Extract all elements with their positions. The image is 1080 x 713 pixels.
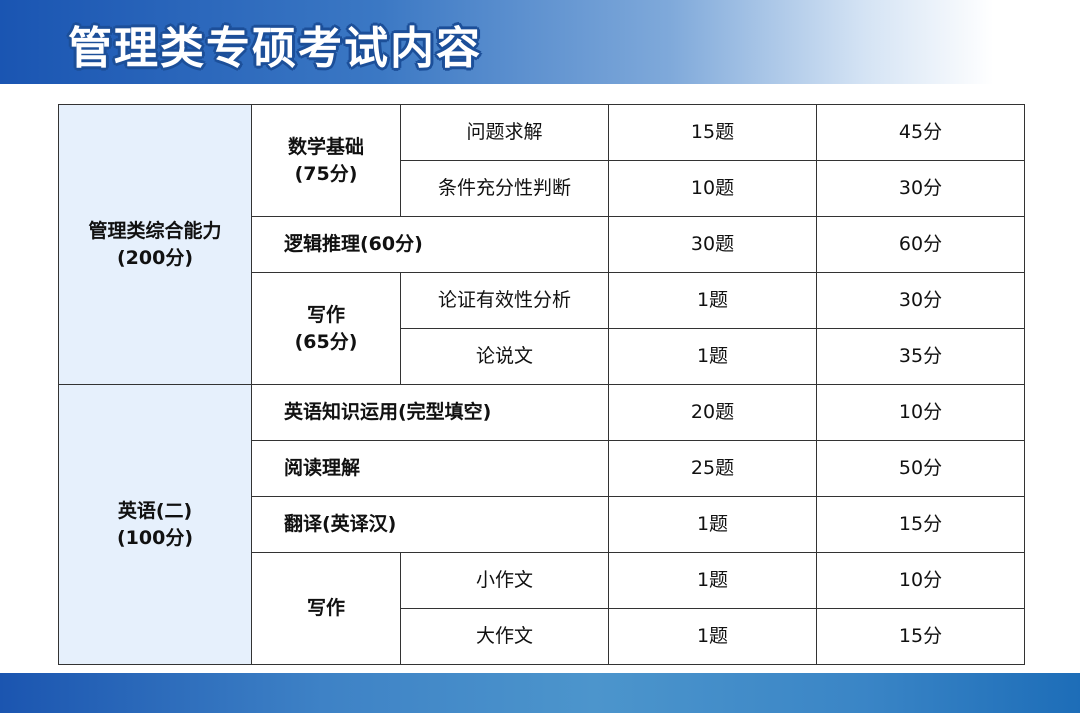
points-cell: 10分 [816, 384, 1025, 441]
table-row: 英语(二) (100分) 英语知识运用(完型填空) 20题 10分 [58, 384, 1025, 665]
count-cell: 1题 [608, 552, 817, 609]
points-cell: 30分 [816, 160, 1025, 217]
points-cell: 50分 [816, 440, 1025, 497]
group-cell: 写作 [251, 552, 401, 665]
count-cell: 1题 [608, 608, 817, 665]
table-row: 逻辑推理(60分) 30题 60分 [59, 216, 1025, 273]
item-cell: 小作文 [400, 552, 609, 609]
points-cell: 15分 [816, 608, 1025, 665]
group-cell: 翻译(英译汉) [251, 496, 609, 553]
header-banner: 管理类专硕考试内容 [0, 0, 1080, 84]
item-cell: 条件充分性判断 [400, 160, 609, 217]
footer-band [0, 673, 1080, 713]
count-cell: 1题 [608, 272, 817, 329]
table-row: 条件充分性判断 10题 30分 [59, 160, 1025, 217]
points-cell: 45分 [816, 104, 1025, 161]
group-cell: 数学基础 (75分) [251, 104, 401, 217]
count-cell: 30题 [608, 216, 817, 273]
exam-content-table: 管理类综合能力 (200分) 数学基础 (75分) 问题求解 15题 45分 条件充… [58, 104, 1025, 665]
count-cell: 1题 [608, 328, 817, 385]
page-title: 管理类专硕考试内容 [68, 23, 482, 74]
group-cell: 英语知识运用(完型填空) [251, 384, 609, 441]
item-cell: 论说文 [400, 328, 609, 385]
table-row: 写作 小作文 1题 10分 [59, 552, 1025, 665]
points-cell: 15分 [816, 496, 1025, 553]
points-cell: 30分 [816, 272, 1025, 329]
count-cell: 1题 [608, 496, 817, 553]
table-row: 翻译(英译汉) 1题 15分 [59, 496, 1025, 553]
table-row: 管理类综合能力 (200分) 数学基础 (75分) 问题求解 15题 45分 [58, 104, 1025, 385]
count-cell: 15题 [608, 104, 817, 161]
points-cell: 10分 [816, 552, 1025, 609]
points-cell: 35分 [816, 328, 1025, 385]
group-cell: 逻辑推理(60分) [251, 216, 609, 273]
item-cell: 论证有效性分析 [400, 272, 609, 329]
item-cell: 问题求解 [400, 104, 609, 161]
count-cell: 20题 [608, 384, 817, 441]
group-cell: 写作 (65分) [251, 272, 401, 385]
table-row: 阅读理解 25题 50分 [59, 440, 1025, 497]
section-cell: 英语(二) (100分) [58, 384, 252, 665]
section-cell: 管理类综合能力 (200分) [58, 104, 252, 385]
points-cell: 60分 [816, 216, 1025, 273]
count-cell: 10题 [608, 160, 817, 217]
item-cell: 大作文 [400, 608, 609, 665]
table-row: 大作文 1题 15分 [59, 608, 1025, 665]
group-cell: 阅读理解 [251, 440, 609, 497]
count-cell: 25题 [608, 440, 817, 497]
